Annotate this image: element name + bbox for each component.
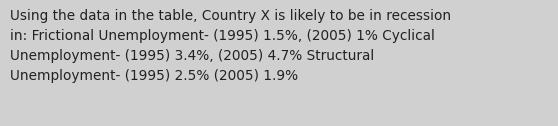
Text: Using the data in the table, Country X is likely to be in recession
in: Friction: Using the data in the table, Country X i… (10, 9, 451, 83)
